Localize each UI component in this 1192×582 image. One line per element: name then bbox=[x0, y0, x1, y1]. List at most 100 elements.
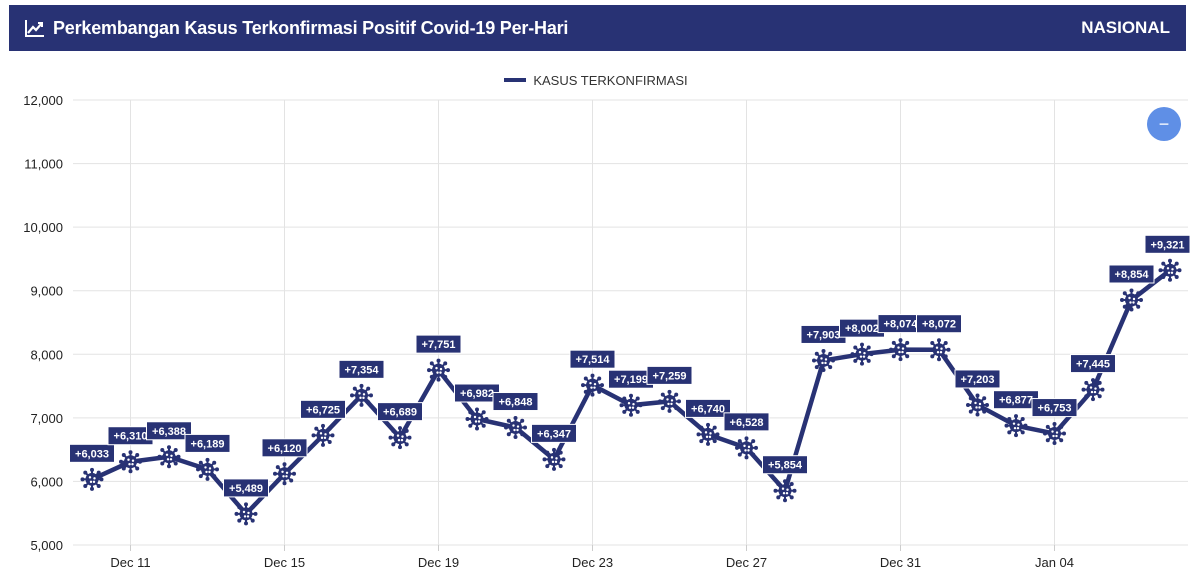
virus-icon[interactable] bbox=[80, 467, 104, 491]
virus-icon[interactable] bbox=[696, 422, 720, 446]
data-label-box bbox=[1031, 398, 1078, 418]
virus-icon[interactable] bbox=[889, 338, 912, 362]
data-label-box bbox=[762, 455, 808, 475]
x-tick-label: Dec 27 bbox=[726, 555, 767, 570]
data-label: +6,740 bbox=[691, 403, 725, 415]
data-label: +7,903 bbox=[807, 329, 841, 341]
virus-icon[interactable] bbox=[850, 342, 874, 366]
data-label-box bbox=[569, 349, 616, 369]
virus-icon[interactable] bbox=[812, 348, 835, 372]
data-label-box bbox=[492, 392, 539, 412]
x-tick-label: Jan 04 bbox=[1035, 555, 1074, 570]
data-label-box bbox=[531, 423, 577, 443]
scope-label: NASIONAL bbox=[1081, 18, 1170, 37]
data-label: +7,199 bbox=[614, 374, 648, 386]
legend-label: KASUS TERKONFIRMASI bbox=[533, 72, 688, 88]
virus-icon[interactable] bbox=[234, 502, 258, 526]
virus-icon[interactable] bbox=[465, 407, 489, 431]
data-label: +7,259 bbox=[653, 370, 687, 382]
data-label: +6,689 bbox=[383, 407, 417, 419]
data-label-box bbox=[916, 314, 962, 334]
virus-icon[interactable] bbox=[735, 436, 758, 460]
y-tick-label: 8,000 bbox=[30, 347, 63, 362]
virus-icon[interactable] bbox=[273, 462, 296, 486]
virus-icon[interactable] bbox=[311, 423, 335, 447]
data-label: +6,189 bbox=[191, 438, 225, 450]
data-label: +6,877 bbox=[999, 395, 1033, 407]
y-tick-label: 10,000 bbox=[23, 220, 63, 235]
data-label-box bbox=[184, 433, 231, 453]
x-tick-label: Dec 11 bbox=[110, 555, 150, 570]
data-label-box bbox=[723, 412, 770, 432]
virus-icon[interactable] bbox=[542, 447, 566, 471]
virus-icon[interactable] bbox=[966, 393, 989, 417]
data-label-box bbox=[377, 402, 423, 422]
x-tick-label: Dec 15 bbox=[264, 555, 305, 570]
virus-icon[interactable] bbox=[658, 389, 681, 413]
y-tick-label: 5,000 bbox=[30, 538, 63, 553]
virus-icon[interactable] bbox=[581, 373, 604, 397]
data-label: +6,528 bbox=[730, 417, 764, 429]
virus-icon[interactable] bbox=[1120, 288, 1143, 312]
x-tick-label: Dec 23 bbox=[572, 555, 613, 570]
virus-icon[interactable] bbox=[619, 393, 643, 417]
virus-icon[interactable] bbox=[388, 426, 412, 450]
minus-icon: − bbox=[1158, 113, 1170, 134]
virus-icon[interactable] bbox=[157, 445, 181, 469]
virus-icon[interactable] bbox=[504, 416, 527, 440]
virus-icon[interactable] bbox=[1081, 378, 1105, 402]
data-label-box bbox=[646, 365, 693, 385]
virus-icon[interactable] bbox=[350, 383, 373, 407]
y-tick-label: 7,000 bbox=[30, 411, 63, 426]
data-label: +6,033 bbox=[75, 448, 109, 460]
virus-icon[interactable] bbox=[119, 450, 142, 474]
virus-icon[interactable] bbox=[1043, 422, 1066, 446]
y-tick-label: 11,000 bbox=[24, 157, 63, 172]
y-tick-label: 6,000 bbox=[30, 474, 63, 489]
data-label: +8,854 bbox=[1115, 269, 1150, 281]
virus-icon[interactable] bbox=[1158, 258, 1182, 282]
chart-header: Perkembangan Kasus Terkonfirmasi Positif… bbox=[9, 5, 1186, 51]
line-chart-icon bbox=[25, 20, 44, 37]
x-tick-label: Dec 19 bbox=[418, 555, 459, 570]
data-label: +8,072 bbox=[922, 319, 956, 331]
data-label-box bbox=[954, 369, 1001, 389]
x-tick-label: Dec 31 bbox=[880, 555, 921, 570]
data-label: +6,388 bbox=[152, 426, 186, 438]
data-label: +8,002 bbox=[845, 323, 879, 335]
zoom-out-button[interactable]: − bbox=[1147, 107, 1181, 141]
data-label: +9,321 bbox=[1151, 239, 1185, 251]
data-label: +7,354 bbox=[345, 364, 380, 376]
data-label: +7,751 bbox=[422, 339, 456, 351]
data-label: +6,982 bbox=[460, 388, 494, 400]
data-label: +7,445 bbox=[1076, 359, 1110, 371]
data-label: +7,203 bbox=[961, 374, 995, 386]
virus-icon[interactable] bbox=[196, 457, 219, 481]
data-label-box bbox=[261, 438, 308, 458]
data-label: +8,074 bbox=[884, 319, 919, 331]
data-label: +6,310 bbox=[114, 431, 148, 443]
virus-icon[interactable] bbox=[773, 479, 797, 503]
data-label: +5,854 bbox=[768, 460, 803, 472]
data-label-box bbox=[415, 334, 462, 354]
data-label: +6,753 bbox=[1038, 403, 1072, 415]
virus-icon[interactable] bbox=[427, 358, 450, 382]
data-label-box bbox=[300, 399, 346, 419]
data-label-box bbox=[1144, 234, 1191, 254]
data-label: +5,489 bbox=[229, 483, 263, 495]
virus-icon[interactable] bbox=[1004, 414, 1028, 438]
data-label-box bbox=[69, 443, 115, 463]
header-title-group: Perkembangan Kasus Terkonfirmasi Positif… bbox=[25, 5, 568, 51]
data-label-box bbox=[146, 421, 192, 441]
page-title: Perkembangan Kasus Terkonfirmasi Positif… bbox=[53, 17, 569, 38]
data-label: +6,120 bbox=[268, 443, 302, 455]
data-label-box bbox=[223, 478, 269, 498]
data-label: +6,848 bbox=[499, 397, 533, 409]
y-tick-label: 9,000 bbox=[30, 284, 63, 299]
data-label-box bbox=[1108, 264, 1155, 284]
virus-icon[interactable] bbox=[927, 338, 951, 362]
data-label-box bbox=[685, 398, 731, 418]
data-label: +6,347 bbox=[537, 428, 571, 440]
chart-legend[interactable]: KASUS TERKONFIRMASI bbox=[0, 70, 1192, 90]
